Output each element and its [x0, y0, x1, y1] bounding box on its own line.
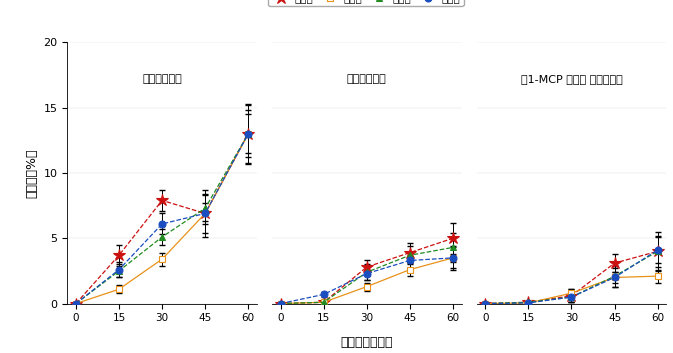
Text: 〈1-MCP 처리후 저온저장〉: 〈1-MCP 처리후 저온저장〉	[521, 74, 623, 84]
Text: 〈저온저장〉: 〈저온저장〉	[347, 74, 387, 84]
Y-axis label: 감모율（%）: 감모율（%）	[25, 148, 38, 198]
Text: 저장일수（일）: 저장일수（일）	[341, 336, 393, 349]
Legend: 해안부, 산간부, 중간부, 평야부: 해안부, 산간부, 중간부, 평야부	[268, 0, 464, 6]
Text: 〈상온저장〉: 〈상온저장〉	[142, 74, 182, 84]
